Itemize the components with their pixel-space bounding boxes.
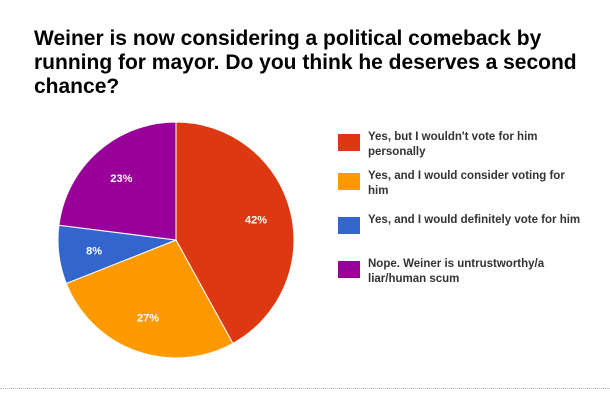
legend-item[interactable]: Yes, but I wouldn't vote for him persona…: [338, 130, 588, 160]
pie-slice-labels: 42% 27% 8% 23%: [86, 173, 267, 325]
slice-value-label: 42%: [245, 215, 267, 227]
legend-label: Nope. Weiner is untrustworthy/a liar/hum…: [368, 258, 545, 285]
legend-swatch: [338, 134, 360, 151]
legend-swatch: [338, 217, 360, 234]
slice-value-label: 8%: [86, 245, 102, 257]
slice-value-label: 27%: [137, 313, 159, 325]
pie-slice[interactable]: [65, 239, 234, 359]
chart-title: Weiner is now considering a political co…: [34, 27, 577, 98]
legend-label: Yes, but I wouldn't vote for him persona…: [368, 131, 538, 158]
legend-swatch: [338, 261, 360, 278]
slice-value-label: 23%: [110, 173, 132, 185]
pie-slices: [57, 121, 295, 359]
legend-label: Yes, and I would consider voting for him: [368, 170, 565, 197]
legend-item[interactable]: Yes, and I would consider voting for him: [338, 169, 588, 199]
legend-swatch: [338, 173, 360, 190]
pie-slice[interactable]: [175, 121, 295, 345]
legend-label: Yes, and I would definitely vote for him: [368, 214, 581, 226]
legend-item[interactable]: Nope. Weiner is untrustworthy/a liar/hum…: [338, 257, 588, 287]
pie-slice[interactable]: [58, 121, 177, 241]
legend-item[interactable]: Yes, and I would definitely vote for him: [338, 213, 588, 234]
bottom-divider: [0, 388, 610, 389]
